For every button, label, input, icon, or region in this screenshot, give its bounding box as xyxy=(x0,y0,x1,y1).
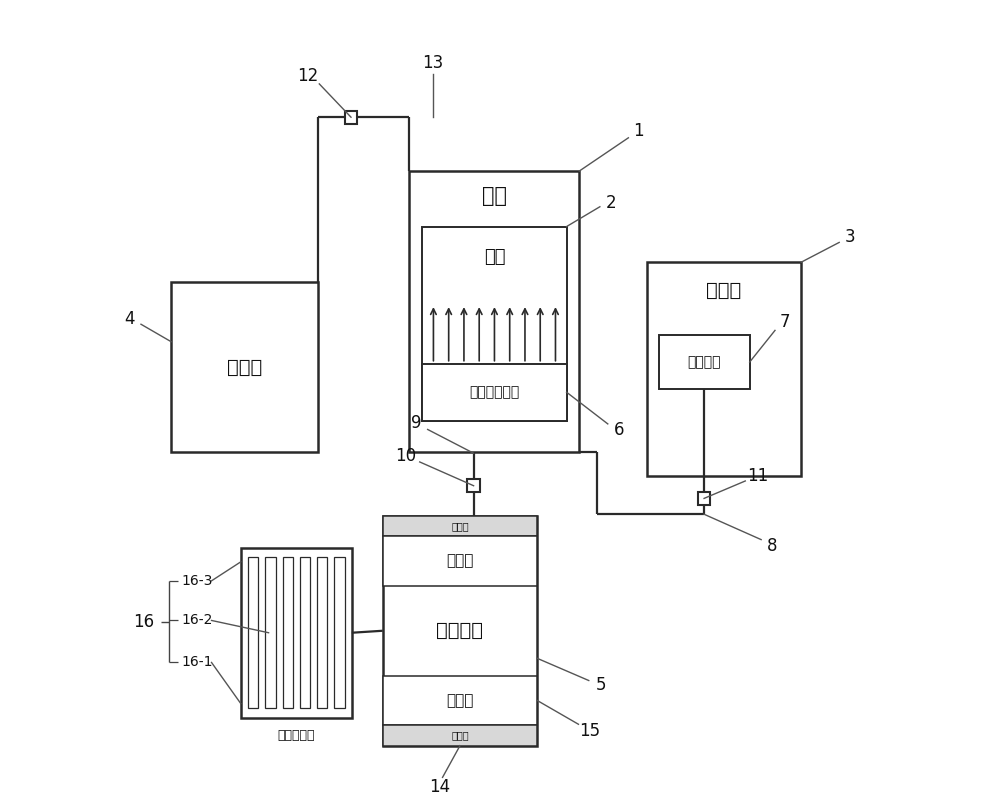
Text: 消声器: 消声器 xyxy=(446,554,474,568)
Bar xyxy=(171,282,318,452)
Text: 5: 5 xyxy=(595,676,606,694)
Bar xyxy=(383,725,537,745)
Text: 16-1: 16-1 xyxy=(182,655,213,670)
Text: 10: 10 xyxy=(395,447,416,464)
Bar xyxy=(300,557,310,709)
Bar xyxy=(659,335,750,389)
Text: 消声器: 消声器 xyxy=(446,693,474,708)
Bar xyxy=(334,557,345,709)
Bar xyxy=(383,516,537,745)
Text: 11: 11 xyxy=(747,467,769,485)
Text: 曝气风机: 曝气风机 xyxy=(436,622,483,640)
Text: 16-3: 16-3 xyxy=(182,574,213,588)
Text: 隔声罩: 隔声罩 xyxy=(451,521,469,531)
Text: 16: 16 xyxy=(133,613,154,630)
Bar xyxy=(241,547,352,718)
Bar xyxy=(409,171,579,452)
Text: 清水池: 清水池 xyxy=(706,280,742,299)
Text: 隔声罩: 隔声罩 xyxy=(451,730,469,741)
Text: 气水管道系统: 气水管道系统 xyxy=(469,385,520,399)
Text: 3: 3 xyxy=(845,228,856,246)
Text: 除尘过滤器: 除尘过滤器 xyxy=(278,729,315,742)
Bar xyxy=(317,557,327,709)
Text: 14: 14 xyxy=(429,778,450,796)
Text: 4: 4 xyxy=(125,310,135,329)
Text: 滤池: 滤池 xyxy=(482,187,507,207)
Bar xyxy=(283,557,293,709)
Bar xyxy=(345,111,357,124)
Text: 7: 7 xyxy=(779,314,790,331)
Bar xyxy=(265,557,276,709)
Text: 16-2: 16-2 xyxy=(182,614,213,627)
Bar xyxy=(383,516,537,536)
Text: 6: 6 xyxy=(614,421,624,439)
Text: 13: 13 xyxy=(422,54,443,73)
Bar xyxy=(422,227,567,421)
Text: 废水池: 废水池 xyxy=(227,358,262,377)
Text: 15: 15 xyxy=(579,721,600,740)
Bar xyxy=(422,364,567,421)
Text: 9: 9 xyxy=(411,414,422,432)
Bar xyxy=(698,492,710,505)
Bar xyxy=(383,536,537,586)
Text: 1: 1 xyxy=(633,122,644,140)
Text: 2: 2 xyxy=(606,194,616,211)
Text: 滤料: 滤料 xyxy=(484,247,505,266)
Text: 反冲洗泵: 反冲洗泵 xyxy=(687,355,721,369)
Text: 8: 8 xyxy=(767,537,777,555)
Bar xyxy=(467,480,480,492)
Bar xyxy=(248,557,258,709)
Bar xyxy=(647,263,801,476)
Bar xyxy=(383,676,537,725)
Text: 12: 12 xyxy=(298,67,319,85)
